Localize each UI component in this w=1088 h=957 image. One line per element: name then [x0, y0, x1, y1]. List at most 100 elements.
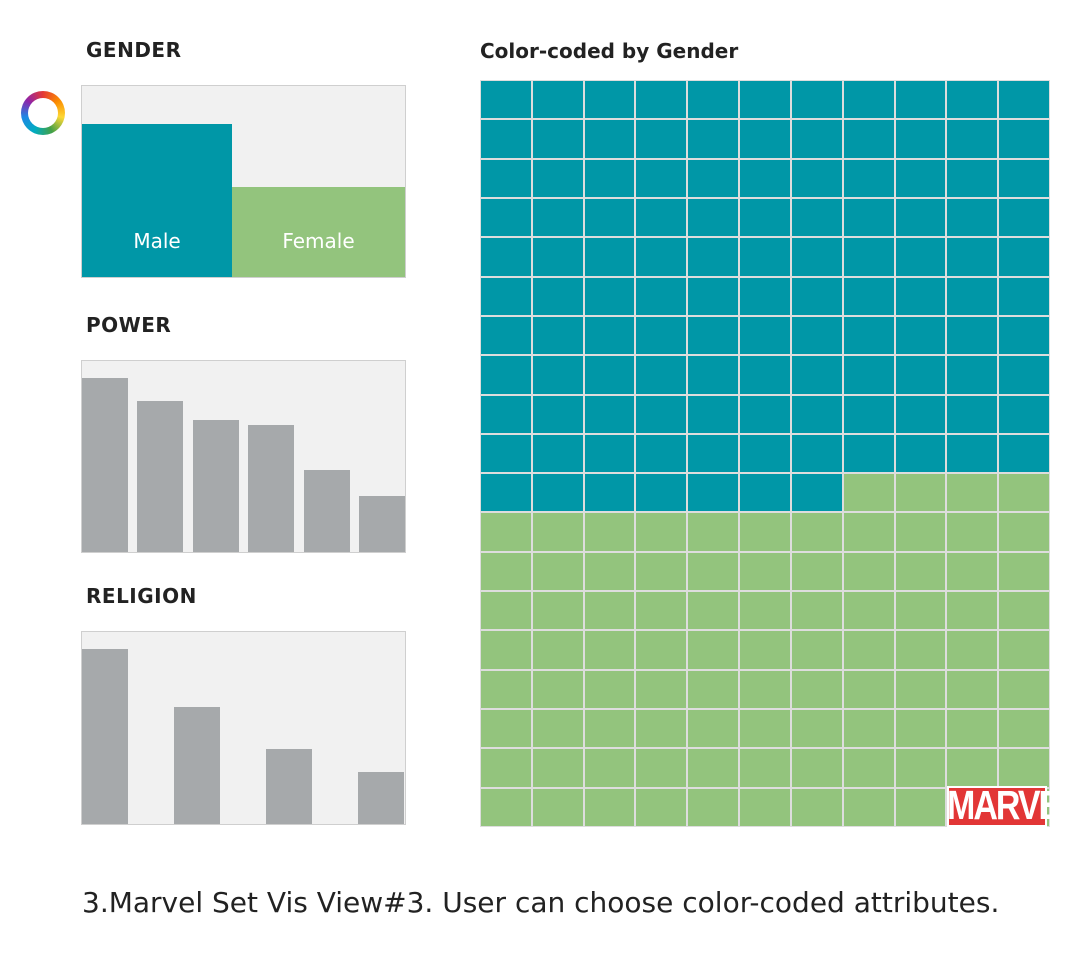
waffle-grid — [480, 80, 1050, 827]
grid-cell — [532, 198, 583, 237]
grid-cell — [636, 631, 687, 669]
grid-cell — [895, 434, 946, 473]
grid-cell — [584, 513, 635, 551]
religion-chart[interactable] — [81, 631, 406, 825]
power-bar-5[interactable] — [303, 470, 350, 552]
grid-cell — [584, 434, 635, 473]
grid-cell — [895, 670, 946, 709]
religion-bar-4[interactable] — [358, 771, 404, 824]
grid-cell — [636, 474, 687, 512]
grid-cell — [947, 395, 998, 433]
grid-cell — [584, 670, 635, 709]
grid-cell — [532, 592, 583, 630]
grid-cell — [740, 277, 790, 315]
grid-cell — [532, 710, 583, 748]
grid-cell — [843, 670, 894, 709]
grid-cell — [532, 552, 583, 591]
grid-cell — [791, 238, 842, 276]
grid-cell — [947, 552, 998, 591]
grid-cell — [481, 513, 531, 551]
grid-cell — [481, 277, 531, 315]
grid-cell — [843, 513, 894, 551]
grid-cell — [532, 474, 583, 512]
grid-cell — [791, 552, 842, 591]
grid-cell — [843, 592, 894, 630]
grid-cell — [481, 238, 531, 276]
grid-cell — [688, 277, 739, 315]
grid-cell — [688, 238, 739, 276]
figure-caption: 3.Marvel Set Vis View#3. User can choose… — [82, 886, 1000, 919]
power-bar-6[interactable] — [359, 496, 405, 552]
grid-cell — [895, 788, 946, 826]
grid-cell — [688, 631, 739, 669]
grid-cell — [947, 159, 998, 197]
marvel-logo-text: MARVEL — [947, 783, 1080, 829]
grid-cell — [999, 316, 1049, 355]
grid-cell — [532, 631, 583, 669]
grid-cell — [999, 670, 1049, 709]
grid-cell — [999, 474, 1049, 512]
grid-cell — [843, 316, 894, 355]
power-bar-2[interactable] — [137, 400, 184, 552]
grid-cell — [636, 316, 687, 355]
grid-cell — [481, 788, 531, 826]
grid-cell — [584, 395, 635, 433]
grid-cell — [636, 238, 687, 276]
grid-cell — [895, 316, 946, 355]
grid-cell — [895, 513, 946, 551]
grid-cell — [895, 749, 946, 787]
grid-cell — [688, 159, 739, 197]
power-bar-3[interactable] — [192, 419, 239, 552]
grid-cell — [636, 395, 687, 433]
grid-cell — [947, 356, 998, 394]
religion-bar-2[interactable] — [174, 706, 220, 824]
grid-cell — [481, 592, 531, 630]
religion-bar-3[interactable] — [266, 748, 312, 824]
grid-cell — [481, 552, 531, 591]
grid-cell — [843, 788, 894, 826]
grid-cell — [947, 749, 998, 787]
grid-cell — [584, 198, 635, 237]
religion-bar-1[interactable] — [82, 649, 128, 824]
grid-cell — [532, 277, 583, 315]
power-bar-1[interactable] — [82, 378, 128, 552]
gender-bar-male[interactable]: Male — [82, 124, 232, 277]
color-wheel-icon[interactable] — [21, 91, 65, 135]
grid-cell — [791, 710, 842, 748]
grid-cell — [740, 670, 790, 709]
grid-cell — [999, 120, 1049, 158]
power-chart[interactable] — [81, 360, 406, 553]
grid-cell — [895, 395, 946, 433]
gender-bar-female[interactable]: Female — [232, 186, 405, 277]
grid-cell — [688, 788, 739, 826]
gender-title: GENDER — [86, 38, 182, 62]
grid-cell — [740, 81, 790, 119]
power-bar-4[interactable] — [248, 424, 295, 552]
grid-cell — [584, 749, 635, 787]
grid-cell — [895, 120, 946, 158]
grid-cell — [843, 159, 894, 197]
grid-cell — [895, 592, 946, 630]
grid-cell — [584, 788, 635, 826]
grid-cell — [740, 710, 790, 748]
grid-cell — [740, 238, 790, 276]
grid-cell — [481, 198, 531, 237]
grid-cell — [740, 592, 790, 630]
grid-cell — [947, 710, 998, 748]
gender-chart[interactable]: Male Female — [81, 85, 406, 278]
grid-cell — [791, 631, 842, 669]
grid-cell — [532, 434, 583, 473]
grid-cell — [636, 81, 687, 119]
grid-cell — [895, 277, 946, 315]
grid-cell — [999, 81, 1049, 119]
power-title: POWER — [86, 313, 172, 337]
grid-cell — [895, 710, 946, 748]
grid-cell — [740, 631, 790, 669]
grid-cell — [481, 316, 531, 355]
grid-cell — [481, 434, 531, 473]
grid-cell — [947, 670, 998, 709]
grid-cell — [843, 395, 894, 433]
grid-cell — [688, 552, 739, 591]
grid-cell — [947, 277, 998, 315]
grid-cell — [532, 788, 583, 826]
